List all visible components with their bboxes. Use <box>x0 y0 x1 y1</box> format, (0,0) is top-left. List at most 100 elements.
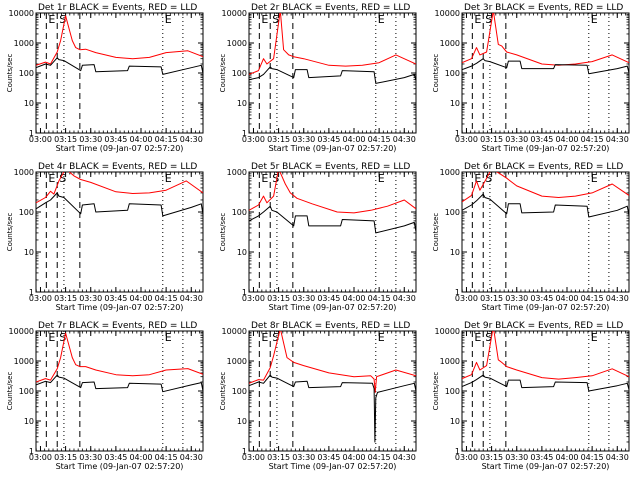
x-tick-label: 03:45 <box>104 453 127 462</box>
y-tick-label: 100 <box>19 69 34 78</box>
time-marker-label: E <box>165 331 172 344</box>
time-marker-label: E <box>261 13 268 26</box>
y-tick-label: 1 <box>29 447 34 456</box>
x-tick-label: 03:15 <box>267 453 290 462</box>
series-group <box>36 15 203 75</box>
y-tick-label: 100 <box>445 208 460 217</box>
x-tick-label: 03:45 <box>530 135 553 144</box>
y-tick-label: 10 <box>450 248 460 257</box>
y-axis-label: Counts/sec <box>432 372 440 411</box>
x-tick-label: 04:30 <box>180 135 203 144</box>
y-tick-label: 1000 <box>14 39 34 48</box>
x-tick-label: 03:15 <box>54 294 77 303</box>
events-rate-line <box>36 374 203 393</box>
chart-title: Det 3r BLACK = Events, RED = LLD <box>464 3 623 13</box>
x-axis-label: Start Time (09-Jan-07 02:57:20) <box>482 144 610 153</box>
x-tick-label: 03:00 <box>29 453 52 462</box>
y-axis-label: Counts/sec <box>219 54 227 93</box>
y-tick-label: 100 <box>445 69 460 78</box>
x-tick-label: 04:30 <box>393 294 416 303</box>
events-rate-line <box>462 193 629 218</box>
events-rate-line <box>249 374 416 443</box>
x-tick-label: 03:00 <box>242 453 265 462</box>
x-tick-label: 03:15 <box>54 135 77 144</box>
series-group <box>36 332 203 393</box>
x-tick-label: 03:30 <box>292 453 315 462</box>
x-tick-label: 03:15 <box>267 294 290 303</box>
x-tick-label: 03:15 <box>267 135 290 144</box>
y-tick-label: 10 <box>24 417 34 426</box>
series-group <box>36 172 203 217</box>
x-tick-label: 04:00 <box>342 453 365 462</box>
y-tick-label: 10000 <box>9 9 34 18</box>
chart-panel: Det 1r BLACK = Events, RED = LLD 1 10 100 10… <box>6 3 204 153</box>
time-marker-label: S <box>485 172 492 185</box>
time-marker-label: S <box>59 172 66 185</box>
chart-title: Det 2r BLACK = Events, RED = LLD <box>251 3 410 13</box>
x-tick-label: 03:30 <box>505 135 528 144</box>
x-tick-label: 04:00 <box>555 453 578 462</box>
y-tick-label: 1000 <box>14 168 34 177</box>
x-axis-label: Start Time (09-Jan-07 02:57:20) <box>482 303 610 312</box>
y-tick-label: 10000 <box>435 327 460 336</box>
time-marker-label: S <box>59 331 66 344</box>
y-tick-label: 1000 <box>440 357 460 366</box>
time-marker-label: S <box>485 331 492 344</box>
y-axis-label: Counts/sec <box>432 54 440 93</box>
x-tick-label: 04:00 <box>129 453 152 462</box>
x-tick-label: 04:00 <box>342 294 365 303</box>
time-marker-label: S <box>272 172 279 185</box>
chart-panel: Det 5r BLACK = Events, RED = LLD 1 10 100 10… <box>219 162 417 312</box>
x-tick-label: 04:00 <box>129 135 152 144</box>
y-tick-label: 10 <box>237 99 247 108</box>
y-tick-label: 1 <box>455 447 460 456</box>
chart-panel: Det 4r BLACK = Events, RED = LLD 1 10 100 10… <box>6 162 204 312</box>
chart-title: Det 9r BLACK = Events, RED = LLD <box>464 321 623 331</box>
series-group <box>462 172 629 218</box>
x-tick-label: 04:00 <box>129 294 152 303</box>
y-tick-label: 1 <box>29 129 34 138</box>
series-group <box>249 13 416 84</box>
y-tick-label: 10000 <box>222 327 247 336</box>
axes-frame <box>461 12 630 134</box>
y-tick-label: 10 <box>24 99 34 108</box>
x-tick-label: 03:45 <box>317 294 340 303</box>
axes-frame <box>461 171 630 293</box>
time-marker-label: E <box>378 13 385 26</box>
y-tick-label: 1 <box>242 129 247 138</box>
x-tick-label: 03:30 <box>292 294 315 303</box>
x-tick-label: 03:00 <box>29 135 52 144</box>
time-marker-label: S <box>59 13 66 26</box>
time-marker-label: E <box>474 331 481 344</box>
lld-rate-line <box>249 13 416 75</box>
x-tick-label: 03:00 <box>29 294 52 303</box>
x-tick-label: 03:00 <box>242 294 265 303</box>
x-tick-label: 04:15 <box>368 135 391 144</box>
lld-rate-line <box>36 172 203 204</box>
y-tick-label: 1000 <box>227 39 247 48</box>
y-tick-label: 1000 <box>227 357 247 366</box>
y-axis-label: Counts/sec <box>432 213 440 252</box>
x-tick-label: 03:30 <box>79 453 102 462</box>
time-marker-label: E <box>378 331 385 344</box>
y-axis-label: Counts/sec <box>6 54 14 93</box>
y-tick-label: 10 <box>450 99 460 108</box>
x-tick-label: 03:00 <box>455 294 478 303</box>
axes-frame <box>248 330 417 452</box>
x-tick-label: 04:30 <box>606 135 629 144</box>
x-tick-label: 03:15 <box>480 453 503 462</box>
x-tick-label: 04:15 <box>581 135 604 144</box>
y-tick-label: 10000 <box>222 9 247 18</box>
time-marker-label: E <box>165 172 172 185</box>
time-marker-label: E <box>591 331 598 344</box>
axes-frame <box>248 171 417 293</box>
chart-panel: Det 9r BLACK = Events, RED = LLD 1 10 100 10… <box>432 321 630 471</box>
y-tick-label: 10000 <box>435 9 460 18</box>
y-axis-label: Counts/sec <box>219 372 227 411</box>
series-group <box>462 331 629 392</box>
y-tick-label: 100 <box>19 208 34 217</box>
x-axis-label: Start Time (09-Jan-07 02:57:20) <box>269 303 397 312</box>
y-tick-label: 1000 <box>227 168 247 177</box>
x-tick-label: 04:30 <box>606 453 629 462</box>
